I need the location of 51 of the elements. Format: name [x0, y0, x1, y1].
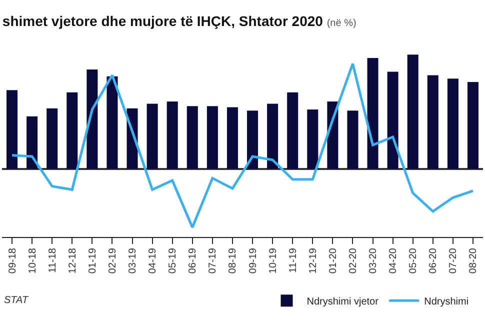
bar	[26, 116, 38, 170]
bar	[166, 102, 178, 170]
bar	[427, 75, 438, 170]
x-tick-label: 04-19	[148, 248, 159, 274]
bar	[186, 106, 198, 170]
x-tick-label: 06-19	[188, 248, 199, 274]
x-tick-label: 11-18	[47, 248, 58, 273]
bar	[247, 110, 258, 170]
x-tick-label: 09-18	[7, 248, 18, 274]
bar	[407, 54, 418, 170]
x-tick-label: 11-19	[288, 248, 299, 273]
x-tick-label: 10-19	[268, 248, 279, 274]
bar	[287, 92, 298, 170]
bar	[367, 58, 378, 170]
x-tick-label: 08-20	[468, 248, 480, 274]
x-tick-label: 09-19	[248, 248, 259, 274]
bar	[467, 82, 478, 170]
x-tick-label: 07-20	[448, 248, 460, 274]
x-tick-label: 07-19	[208, 248, 219, 274]
x-tick-label: 04-20	[388, 248, 400, 274]
bar	[86, 69, 98, 170]
legend-label: Ndryshimi vjetor	[306, 296, 380, 308]
x-tick-label: 02-19	[107, 248, 118, 274]
bar	[267, 104, 278, 170]
chart-title: shimet vjetore dhe mujore të IHÇK, Shtator 2020	[2, 13, 324, 30]
x-tick-label: 05-20	[408, 248, 420, 274]
bar	[106, 76, 118, 170]
bar	[226, 107, 238, 170]
bar	[347, 110, 358, 170]
bar	[66, 92, 78, 170]
bar	[307, 110, 318, 170]
x-tick-label: 02-20	[348, 248, 359, 274]
bar	[387, 72, 398, 170]
x-tick-label: 08-19	[228, 248, 239, 274]
x-tick-label: 12-19	[308, 248, 319, 274]
x-tick-label: 03-20	[368, 248, 380, 274]
bar	[447, 78, 458, 170]
bar	[6, 90, 18, 170]
chart-subtitle: (në %)	[326, 18, 356, 30]
bar	[46, 108, 58, 170]
text: STAT	[4, 295, 29, 306]
bar	[206, 106, 218, 170]
x-tick-label: 01-20	[328, 248, 339, 274]
legend-label: Ndryshimi	[424, 296, 469, 308]
x-tick-label: 03-19	[128, 248, 139, 274]
x-tick-label: 06-20	[428, 248, 440, 274]
x-tick-label: 10-18	[27, 248, 38, 274]
x-tick-label: 05-19	[168, 248, 179, 274]
bar	[146, 104, 158, 170]
x-tick-label: 01-19	[87, 248, 98, 274]
x-tick-label: 12-18	[67, 248, 78, 274]
